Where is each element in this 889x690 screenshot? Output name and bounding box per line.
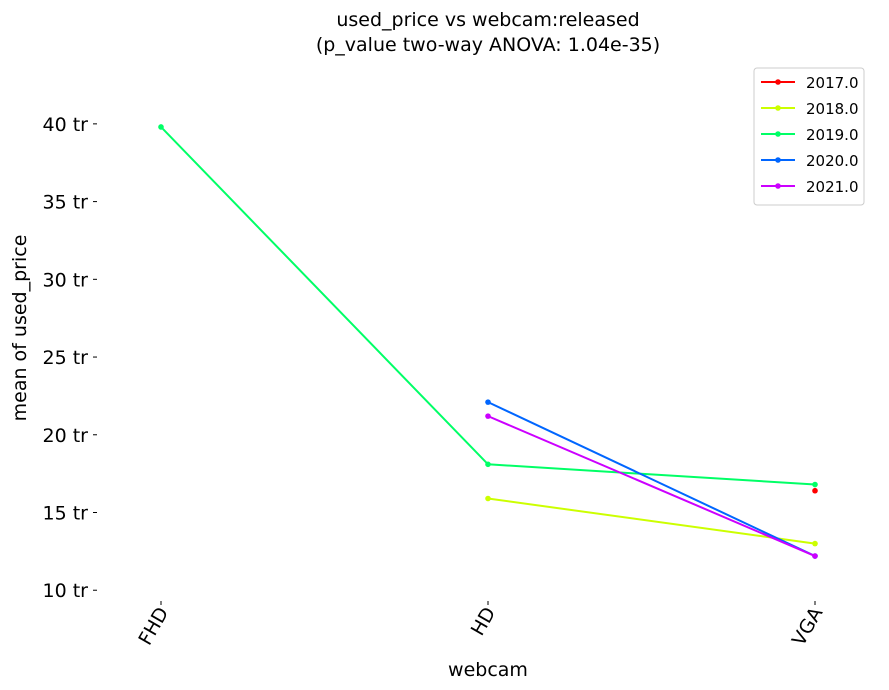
data-point <box>485 399 491 405</box>
data-point <box>158 124 164 130</box>
series-line <box>487 401 816 557</box>
legend-item: 2020.0 <box>761 152 859 170</box>
data-point <box>812 553 818 559</box>
legend-marker <box>775 105 781 111</box>
legend-marker <box>775 157 781 163</box>
series-2017.0 <box>812 487 818 494</box>
legend-label: 2018.0 <box>806 100 859 118</box>
legend-marker <box>775 79 781 85</box>
data-point <box>812 481 818 488</box>
legend-item: 2017.0 <box>761 74 859 92</box>
chart-title-line2: (p_value two-way ANOVA: 1.04e-35) <box>316 34 660 56</box>
series-2019.0 <box>158 124 818 488</box>
legend-item: 2018.0 <box>761 100 859 118</box>
y-tick-label: 20 tr <box>43 425 89 447</box>
series-line <box>487 415 816 557</box>
legend-item: 2021.0 <box>761 178 859 196</box>
y-axis-label: mean of used_price <box>9 235 31 422</box>
y-tick-label: 35 tr <box>43 192 89 214</box>
y-tick-label: 25 tr <box>43 347 89 369</box>
series-layer <box>158 124 818 559</box>
x-tick-label: FHD <box>134 604 173 650</box>
series-line <box>487 497 816 545</box>
y-axis: 10 tr 15 tr 20 tr 25 tr 30 tr 35 tr 40 tr <box>43 114 97 602</box>
data-point <box>485 495 491 502</box>
legend-marker <box>775 131 781 137</box>
x-axis-label: webcam <box>448 659 528 681</box>
data-point <box>812 540 818 547</box>
legend-box <box>753 67 865 206</box>
legend-label: 2017.0 <box>806 74 859 92</box>
x-tick-label: HD <box>467 604 501 640</box>
y-tick-label: 15 tr <box>43 503 89 525</box>
data-point <box>812 487 818 494</box>
legend-label: 2021.0 <box>806 178 859 196</box>
x-axis: FHD HD VGA <box>134 601 827 650</box>
y-tick-label: 10 tr <box>43 580 89 602</box>
chart-title-line1: used_price vs webcam:released <box>336 9 639 31</box>
legend-marker <box>775 183 781 189</box>
legend-label: 2019.0 <box>806 126 859 144</box>
legend-item: 2019.0 <box>761 126 859 144</box>
x-tick-label: VGA <box>788 603 827 649</box>
y-tick-label: 40 tr <box>43 114 89 136</box>
series-line <box>160 126 816 486</box>
legend-label: 2020.0 <box>806 152 859 170</box>
data-point <box>485 413 491 419</box>
y-tick-label: 30 tr <box>43 269 89 291</box>
legend: 2017.0 2018.0 2019.0 2020.0 2021.0 <box>753 67 865 206</box>
series-2018.0 <box>485 495 818 547</box>
series-2021.0 <box>485 413 818 559</box>
data-point <box>485 461 491 468</box>
